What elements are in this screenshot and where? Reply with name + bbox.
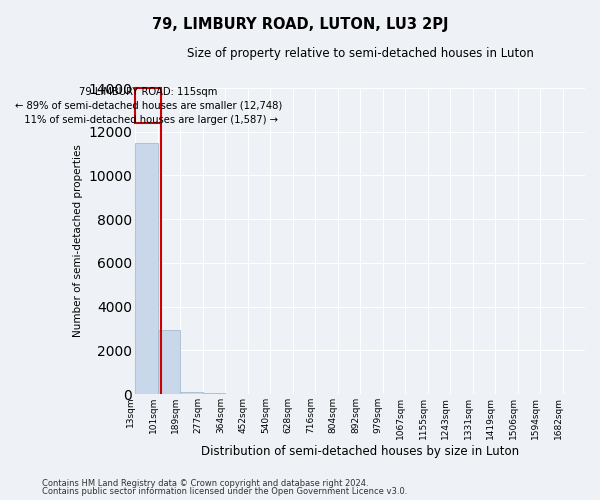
Text: 79 LIMBURY ROAD: 115sqm
← 89% of semi-detached houses are smaller (12,748)
  11%: 79 LIMBURY ROAD: 115sqm ← 89% of semi-de… (14, 86, 282, 124)
Title: Size of property relative to semi-detached houses in Luton: Size of property relative to semi-detach… (187, 48, 533, 60)
X-axis label: Distribution of semi-detached houses by size in Luton: Distribution of semi-detached houses by … (201, 444, 519, 458)
Bar (135, 143, 158, 394)
Text: 79, LIMBURY ROAD, LUTON, LU3 2PJ: 79, LIMBURY ROAD, LUTON, LU3 2PJ (152, 18, 448, 32)
Y-axis label: Number of semi-detached properties: Number of semi-detached properties (73, 144, 83, 338)
Bar (203, 393, 225, 394)
Bar (158, 330, 180, 394)
Bar (180, 392, 203, 394)
FancyBboxPatch shape (135, 88, 161, 123)
Text: Contains public sector information licensed under the Open Government Licence v3: Contains public sector information licen… (42, 487, 407, 496)
Text: Contains HM Land Registry data © Crown copyright and database right 2024.: Contains HM Land Registry data © Crown c… (42, 478, 368, 488)
